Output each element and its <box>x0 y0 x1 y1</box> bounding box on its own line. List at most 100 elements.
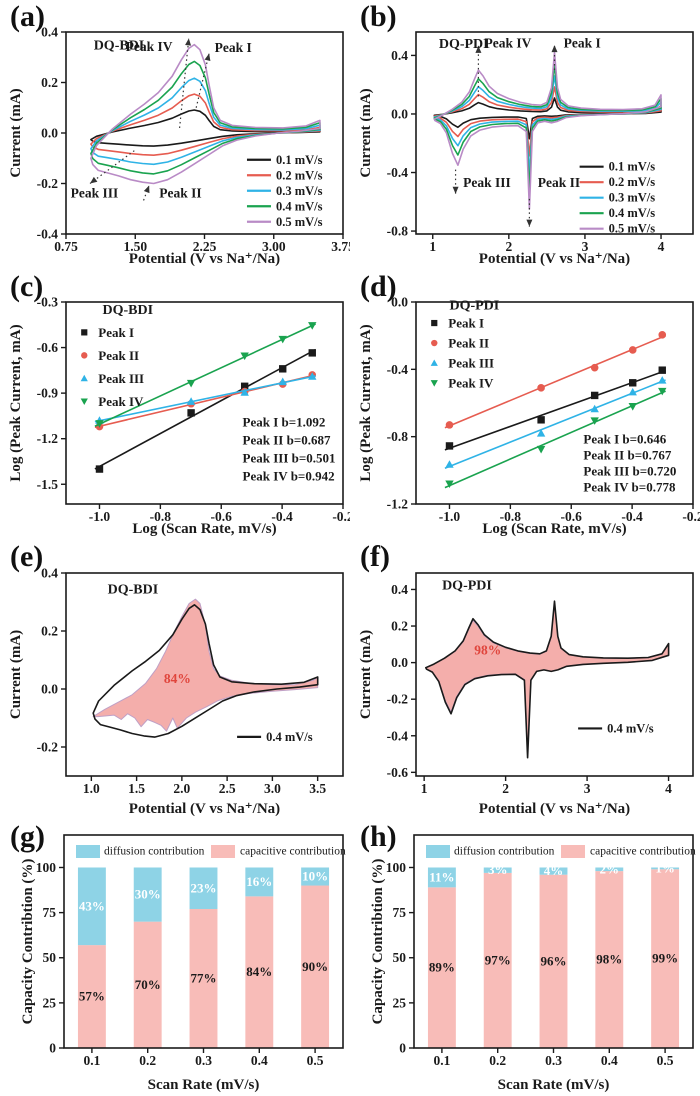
cv-curve-0.4mV/s <box>90 60 321 175</box>
marker-triangle-down <box>658 387 667 396</box>
x-tick-label: 1.5 <box>128 781 145 796</box>
y-tick-label: -1.2 <box>37 431 59 446</box>
marker-circle <box>590 363 599 372</box>
legend: 0.4 mV/s <box>237 730 313 744</box>
b-value-line: Peak IV b=0.778 <box>583 479 676 494</box>
diffusion-percentage-label: 10% <box>302 869 328 884</box>
y-tick-label: 0.4 <box>391 582 408 597</box>
bar-capacitive <box>651 869 680 1048</box>
x-tick-label: -0.8 <box>150 509 172 524</box>
marker-triangle-down <box>590 417 599 425</box>
legend-label: Peak III <box>448 356 494 371</box>
arrowhead <box>90 176 98 184</box>
fill-percentage-label: 84% <box>164 671 191 686</box>
y-tick-label: 0.4 <box>391 48 408 63</box>
marker-square <box>240 382 249 390</box>
marker-triangle-down <box>308 322 317 330</box>
legend-label: 0.3 mV/s <box>276 184 323 198</box>
cv-curve-0.5mV/s <box>90 43 321 185</box>
legend-label: 0.1 mV/s <box>609 160 656 174</box>
x-tick-label: 2.0 <box>173 781 190 796</box>
x-tick-label: 4 <box>658 239 665 254</box>
bar-capacitive <box>427 887 456 1048</box>
y-tick-label: -0.3 <box>37 295 59 310</box>
marker-circle <box>81 352 88 359</box>
x-axis-title: Log (Scan Rate, mV/s) <box>132 521 276 537</box>
b-value-line: Peak IV b=0.942 <box>243 469 335 484</box>
chart-cv-dq-bdi: Peak IV Peak I Peak III Peak II 0.1 mV/s0.2 … <box>8 25 350 268</box>
legend-label: 0.4 mV/s <box>609 206 656 220</box>
bar-diffusion <box>133 867 162 922</box>
plot-frame <box>63 834 344 1049</box>
x-tick-label: -0.8 <box>500 509 522 524</box>
capacitive-percentage-label: 99% <box>652 951 678 966</box>
x-tick-label: 1.0 <box>83 781 100 796</box>
capacitive-percentage-label: 97% <box>485 952 511 967</box>
y-tick-label: 0.2 <box>41 624 58 639</box>
bar-diffusion <box>301 867 330 886</box>
arrowhead <box>143 185 150 194</box>
marker-triangle-down <box>445 480 454 488</box>
marker-square <box>445 442 454 450</box>
y-axis-title: Log (Peak Current, mA) <box>358 324 374 481</box>
x-tick-label: 2 <box>505 239 512 254</box>
x-tick-label: 0.4 <box>251 1053 268 1068</box>
marker-triangle-up <box>590 404 599 413</box>
marker-triangle-up <box>536 429 546 437</box>
diffusion-percentage-label: 11% <box>429 869 454 884</box>
y-axis-title: Current (mA) <box>358 88 374 177</box>
y-axis-title: Log (Peak Current, mA) <box>8 324 24 481</box>
fit-line-PeakIII <box>444 379 666 470</box>
y-tick-label: -0.6 <box>37 340 59 355</box>
y-tick-label: -0.4 <box>387 165 409 180</box>
panel-label-f: (f) <box>360 540 390 573</box>
y-tick-label: -0.4 <box>37 227 59 242</box>
y-tick-label: 0.0 <box>391 106 408 121</box>
capacitive-percentage-label: 77% <box>191 971 217 986</box>
y-tick-label: -0.2 <box>37 740 59 755</box>
fit-line-PeakII <box>444 334 666 429</box>
legend-label: 0.3 mV/s <box>609 191 656 205</box>
x-tick-label: 0.75 <box>54 239 78 254</box>
marker-triangle-down <box>95 420 104 428</box>
marker-triangle-down <box>628 403 637 411</box>
y-tick-label: -0.4 <box>387 362 409 377</box>
marker-triangle-up <box>658 376 667 384</box>
legend-label-diffusion: diffusion contribution <box>454 846 555 858</box>
legend-label: Peak I <box>98 325 134 340</box>
chart-bvalue-dq-bdi: Peak I Peak II Peak III Peak IV Peak I b=1.0… <box>8 295 350 538</box>
y-tick-label: 0.0 <box>391 295 408 310</box>
x-tick-label: 0.3 <box>195 1053 212 1068</box>
legend: 0.1 mV/s0.2 mV/s 0.3 mV/s0.4 mV/s 0.5 mV/s <box>246 153 323 229</box>
bar-capacitive <box>245 896 274 1048</box>
marker-triangle-up <box>80 374 88 382</box>
plot-f: 98% 0.4 mV/s 1 2 3 4 0.4 0.2 0.0 -0.2 -0.4 -0.6 Pote… <box>358 572 694 817</box>
y-tick-label: 0.2 <box>41 75 58 90</box>
panel-label-a: (a) <box>10 0 45 33</box>
chart-capacitive-dq-pdi: 98% 0.4 mV/s 1 2 3 4 0.4 0.2 0.0 -0.2 -0.4 -0.6 Pote… <box>358 572 694 817</box>
x-tick-label: -0.2 <box>332 509 350 524</box>
y-tick-label: -0.2 <box>37 176 59 191</box>
marker-triangle-down <box>278 335 287 344</box>
capacitive-percentage-label: 89% <box>429 960 455 975</box>
diffusion-percentage-label: 43% <box>79 898 105 913</box>
panel-d: (d) Peak I Peak II Peak III Peak IV Peak I b… <box>350 270 700 540</box>
sample-title: DQ-PDI <box>442 578 492 593</box>
y-tick-label: 50 <box>43 950 57 965</box>
y-tick-label: -0.6 <box>387 765 409 780</box>
diffusion-percentage-label: 1% <box>655 860 675 875</box>
chart-bvalue-dq-pdi: Peak I Peak II Peak III Peak IV Peak I b=0.6… <box>358 295 700 538</box>
panel-c: (c) Peak I Peak II Peak III Peak IV Peak I b… <box>0 270 350 540</box>
x-tick-label: 0.3 <box>545 1053 562 1068</box>
marker-triangle-up <box>278 377 287 386</box>
panel-label-d: (d) <box>360 270 397 303</box>
legend-label: Peak IV <box>448 376 494 391</box>
x-tick-label: 0.5 <box>307 1053 324 1068</box>
x-axis-title: Log (Scan Rate, mV/s) <box>482 521 626 537</box>
marker-square <box>187 409 195 417</box>
plot-frame <box>413 834 694 1049</box>
x-tick-label: 2 <box>502 781 509 796</box>
panel-a: (a) Peak IV Peak I Peak III Peak II 0.1 mV/s… <box>0 0 350 270</box>
legend-label: Peak I <box>448 316 484 331</box>
marker-triangle-up <box>240 388 249 396</box>
